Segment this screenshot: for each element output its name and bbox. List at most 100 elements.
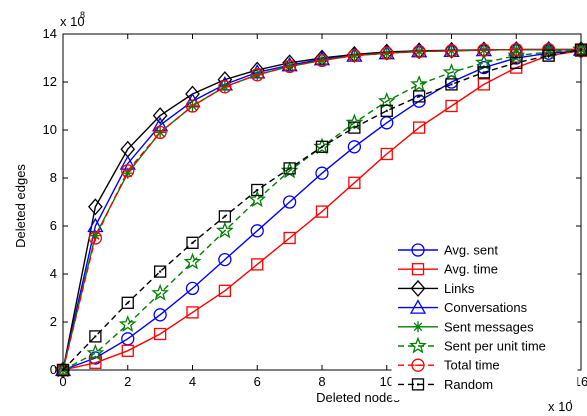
data-point bbox=[186, 236, 199, 249]
series-line bbox=[62, 50, 582, 371]
x-tick-label: 2 bbox=[124, 374, 131, 389]
legend-marker bbox=[411, 358, 425, 372]
legend-entry: Sent messages bbox=[398, 319, 534, 334]
legend-label: Sent messages bbox=[444, 319, 534, 334]
y-tick-label: 4 bbox=[50, 266, 57, 281]
data-point bbox=[121, 344, 134, 357]
data-point bbox=[377, 91, 396, 109]
data-point bbox=[118, 315, 137, 332]
data-point bbox=[153, 308, 167, 322]
data-point bbox=[186, 306, 199, 319]
data-point bbox=[88, 198, 103, 216]
legend-label: Conversations bbox=[444, 300, 528, 315]
legend-box bbox=[391, 235, 578, 401]
data-point bbox=[251, 183, 264, 197]
legend-entry: Random bbox=[398, 377, 493, 392]
data-point bbox=[444, 41, 459, 59]
legend-entry: Avg. time bbox=[398, 262, 498, 277]
data-point bbox=[410, 75, 428, 92]
data-point bbox=[442, 63, 461, 80]
data-point bbox=[250, 68, 264, 82]
data-point bbox=[152, 107, 168, 125]
legend-marker bbox=[410, 279, 426, 297]
data-point bbox=[216, 221, 234, 239]
legend-marker bbox=[412, 321, 424, 333]
data-point bbox=[183, 252, 202, 270]
legend-label: Random bbox=[444, 377, 493, 392]
data-point bbox=[86, 343, 105, 361]
data-point bbox=[380, 104, 393, 117]
data-point bbox=[541, 41, 556, 59]
x-tick-label: 8 bbox=[318, 374, 325, 389]
data-point bbox=[509, 42, 523, 57]
legend-entry: Sent per unit time bbox=[398, 336, 546, 354]
legend-entry: Avg. sent bbox=[398, 243, 498, 258]
data-point bbox=[153, 125, 167, 140]
data-point bbox=[218, 284, 232, 297]
data-point bbox=[476, 41, 492, 59]
y-tick-label: 2 bbox=[50, 314, 57, 329]
data-point bbox=[283, 231, 296, 245]
series-layer bbox=[54, 40, 587, 379]
data-point bbox=[348, 176, 361, 189]
data-point bbox=[542, 49, 555, 62]
data-point bbox=[477, 78, 491, 91]
data-point bbox=[347, 140, 362, 154]
data-point bbox=[151, 283, 169, 301]
data-point bbox=[89, 356, 102, 369]
x-tick-label: 0 bbox=[59, 374, 66, 389]
data-point bbox=[185, 99, 200, 113]
legend-label: Avg. time bbox=[444, 262, 498, 277]
legend-marker bbox=[411, 378, 425, 391]
data-point bbox=[121, 164, 135, 178]
legend-entry: Conversations bbox=[398, 299, 528, 315]
data-point bbox=[153, 265, 167, 278]
legend-label: Avg. sent bbox=[444, 243, 498, 258]
plot-frame bbox=[62, 33, 582, 371]
x-exponent-base: x 10 bbox=[548, 399, 573, 414]
data-point bbox=[282, 195, 297, 209]
y-tick-label: 0 bbox=[50, 362, 57, 377]
data-point bbox=[475, 53, 493, 71]
legend-entry: Links bbox=[398, 279, 475, 297]
data-point bbox=[315, 140, 329, 153]
legend-label: Total time bbox=[444, 358, 500, 373]
legend-label: Sent per unit time bbox=[444, 339, 546, 354]
data-point bbox=[315, 205, 329, 218]
x-axis-label: Deleted nodes bbox=[316, 390, 400, 405]
axes-layer: 024681012141602468101214 bbox=[43, 26, 587, 389]
legend-marker bbox=[409, 299, 427, 314]
data-point bbox=[477, 43, 491, 57]
legend-label: Links bbox=[444, 281, 475, 296]
data-point bbox=[348, 121, 361, 134]
data-point bbox=[347, 48, 362, 63]
y-tick-label: 6 bbox=[50, 218, 57, 233]
data-point bbox=[218, 210, 232, 223]
data-point bbox=[153, 327, 167, 341]
data-point bbox=[412, 90, 426, 103]
data-point bbox=[444, 44, 459, 58]
data-point bbox=[412, 44, 426, 59]
x-tick-label: 4 bbox=[189, 374, 196, 389]
legend-marker bbox=[411, 243, 425, 257]
data-point bbox=[121, 296, 134, 309]
data-point bbox=[218, 80, 232, 94]
legend-marker bbox=[409, 336, 427, 354]
data-point bbox=[282, 59, 297, 74]
y-exponent: x 10 8 bbox=[60, 10, 85, 29]
y-tick-label: 8 bbox=[50, 170, 57, 185]
data-point bbox=[218, 252, 232, 267]
x-tick-label: 10 bbox=[380, 374, 394, 389]
data-point bbox=[251, 258, 264, 271]
data-point bbox=[283, 162, 296, 175]
series-random bbox=[56, 43, 587, 377]
y-tick-label: 14 bbox=[43, 26, 57, 41]
data-point bbox=[345, 113, 364, 131]
y-tick-label: 10 bbox=[43, 122, 57, 137]
data-point bbox=[315, 166, 329, 180]
data-point bbox=[477, 66, 491, 79]
data-point bbox=[248, 190, 267, 208]
data-point bbox=[89, 330, 102, 343]
data-point bbox=[88, 231, 103, 245]
y-tick-label: 12 bbox=[43, 74, 57, 89]
